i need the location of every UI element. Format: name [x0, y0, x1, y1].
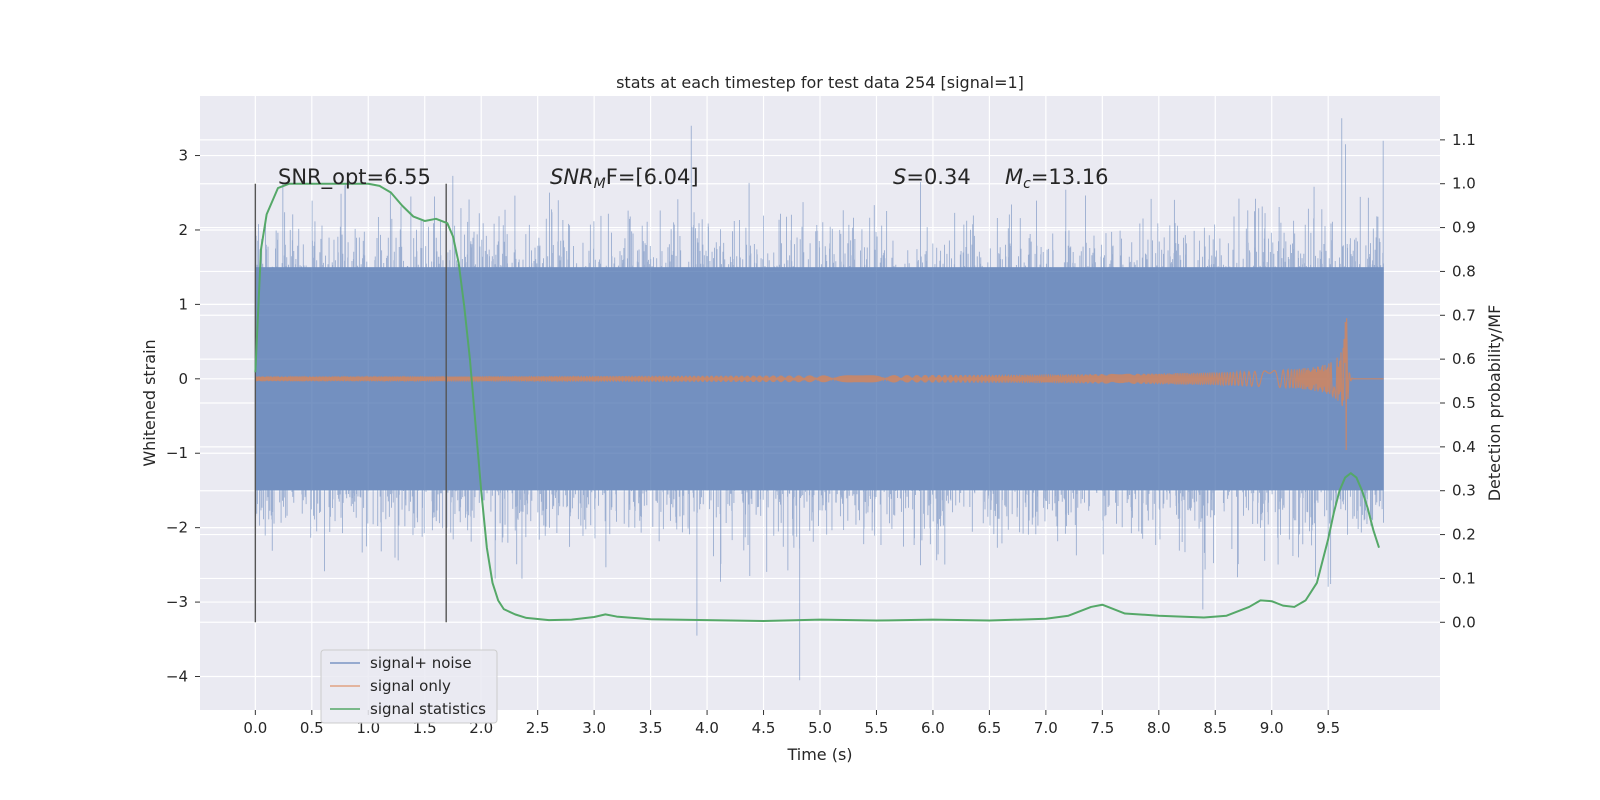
signal-only-trace [254, 318, 1384, 451]
x-tick-label: 0.5 [300, 719, 324, 737]
y2-tick-label: 0.4 [1452, 438, 1476, 456]
x-tick-label: 8.5 [1203, 719, 1227, 737]
vertical-markers [254, 183, 447, 623]
y2-tick-label: 0.6 [1452, 350, 1476, 368]
annotation-mc-subscript: c [1023, 176, 1031, 192]
y2-tick-label: 0.0 [1452, 613, 1476, 631]
annotation-snr-mf: SNRMF=[6.04] [550, 165, 699, 192]
x-tick-label: 5.5 [865, 719, 889, 737]
y2-tick-label: 0.9 [1452, 219, 1476, 237]
x-axis-label: Time (s) [786, 745, 852, 764]
x-tick-label: 3.5 [639, 719, 663, 737]
y-tick-label: 1 [178, 295, 188, 313]
x-tick-label: 4.0 [695, 719, 719, 737]
legend: signal+ noise signal only signal statist… [320, 649, 498, 724]
annotation-mc-symbol: M [1005, 165, 1023, 189]
legend-box [320, 649, 498, 724]
y2-tick-label: 0.8 [1452, 262, 1476, 280]
legend-label-statistics: signal statistics [370, 700, 486, 718]
signal-statistics-line [254, 182, 1380, 622]
chart-title: stats at each timestep for test data 254… [616, 73, 1024, 92]
x-tick-label: 5.0 [808, 719, 832, 737]
annotation-snr-mf-subscript: M [594, 176, 606, 192]
annotation-s-value: =0.34 [906, 165, 970, 189]
annotation-s-symbol: S [893, 165, 906, 189]
annotation-snr-opt: SNR_opt=6.55 [278, 165, 431, 190]
annotations: SNR_opt=6.55 SNRMF=[6.04] S=0.34 Mc=13.1… [278, 165, 1109, 192]
x-tick-label: 9.5 [1316, 719, 1340, 737]
x-tick-label: 6.0 [921, 719, 945, 737]
y2-tick-label: 0.7 [1452, 306, 1476, 324]
x-tick-label: 0.0 [243, 719, 267, 737]
y-tick-label: 2 [178, 221, 188, 239]
annotation-mc-value: =13.16 [1031, 165, 1109, 189]
y2-axis-label: Detection probability/MF [1485, 305, 1504, 502]
y2-tick-label: 0.1 [1452, 569, 1476, 587]
x-tick-label: 9.0 [1260, 719, 1284, 737]
y2-tick-label: 0.2 [1452, 526, 1476, 544]
legend-label-signal: signal only [370, 677, 451, 695]
y-tick-label: −2 [166, 519, 188, 537]
y-tick-label: −3 [166, 593, 188, 611]
y-tick-label: −4 [166, 668, 188, 686]
x-tick-label: 3.0 [582, 719, 606, 737]
y2-tick-label: 1.0 [1452, 175, 1476, 193]
x-tick-label: 4.5 [752, 719, 776, 737]
signal-statistics-series [254, 182, 1380, 622]
x-tick-label: 6.5 [977, 719, 1001, 737]
x-tick-label: 7.0 [1034, 719, 1058, 737]
x-tick-label: 2.5 [526, 719, 550, 737]
x-tick-label: 7.5 [1090, 719, 1114, 737]
y-tick-label: −1 [166, 444, 188, 462]
annotation-s: S=0.34 [893, 165, 971, 189]
y-tick-label: 3 [178, 147, 188, 165]
annotation-mc: Mc=13.16 [1005, 165, 1109, 192]
y-axis-ticks: 3 2 1 0 −1 −2 −3 −4 [166, 147, 200, 686]
y2-tick-label: 1.1 [1452, 131, 1476, 149]
annotation-snr-mf-symbol: SNR [550, 165, 594, 189]
legend-label-noise: signal+ noise [370, 654, 472, 672]
y-tick-label: 0 [178, 370, 188, 388]
y2-tick-label: 0.5 [1452, 394, 1476, 412]
signal-only-series [254, 318, 1384, 451]
x-tick-label: 8.0 [1147, 719, 1171, 737]
y-axis-label: Whitened strain [140, 339, 159, 466]
y2-axis-ticks: 1.1 1.0 0.9 0.8 0.7 0.6 0.5 0.4 0.3 0.2 0.1 0.0 [1440, 131, 1476, 631]
y2-tick-label: 0.3 [1452, 482, 1476, 500]
annotation-snr-mf-value: F=[6.04] [606, 165, 699, 189]
